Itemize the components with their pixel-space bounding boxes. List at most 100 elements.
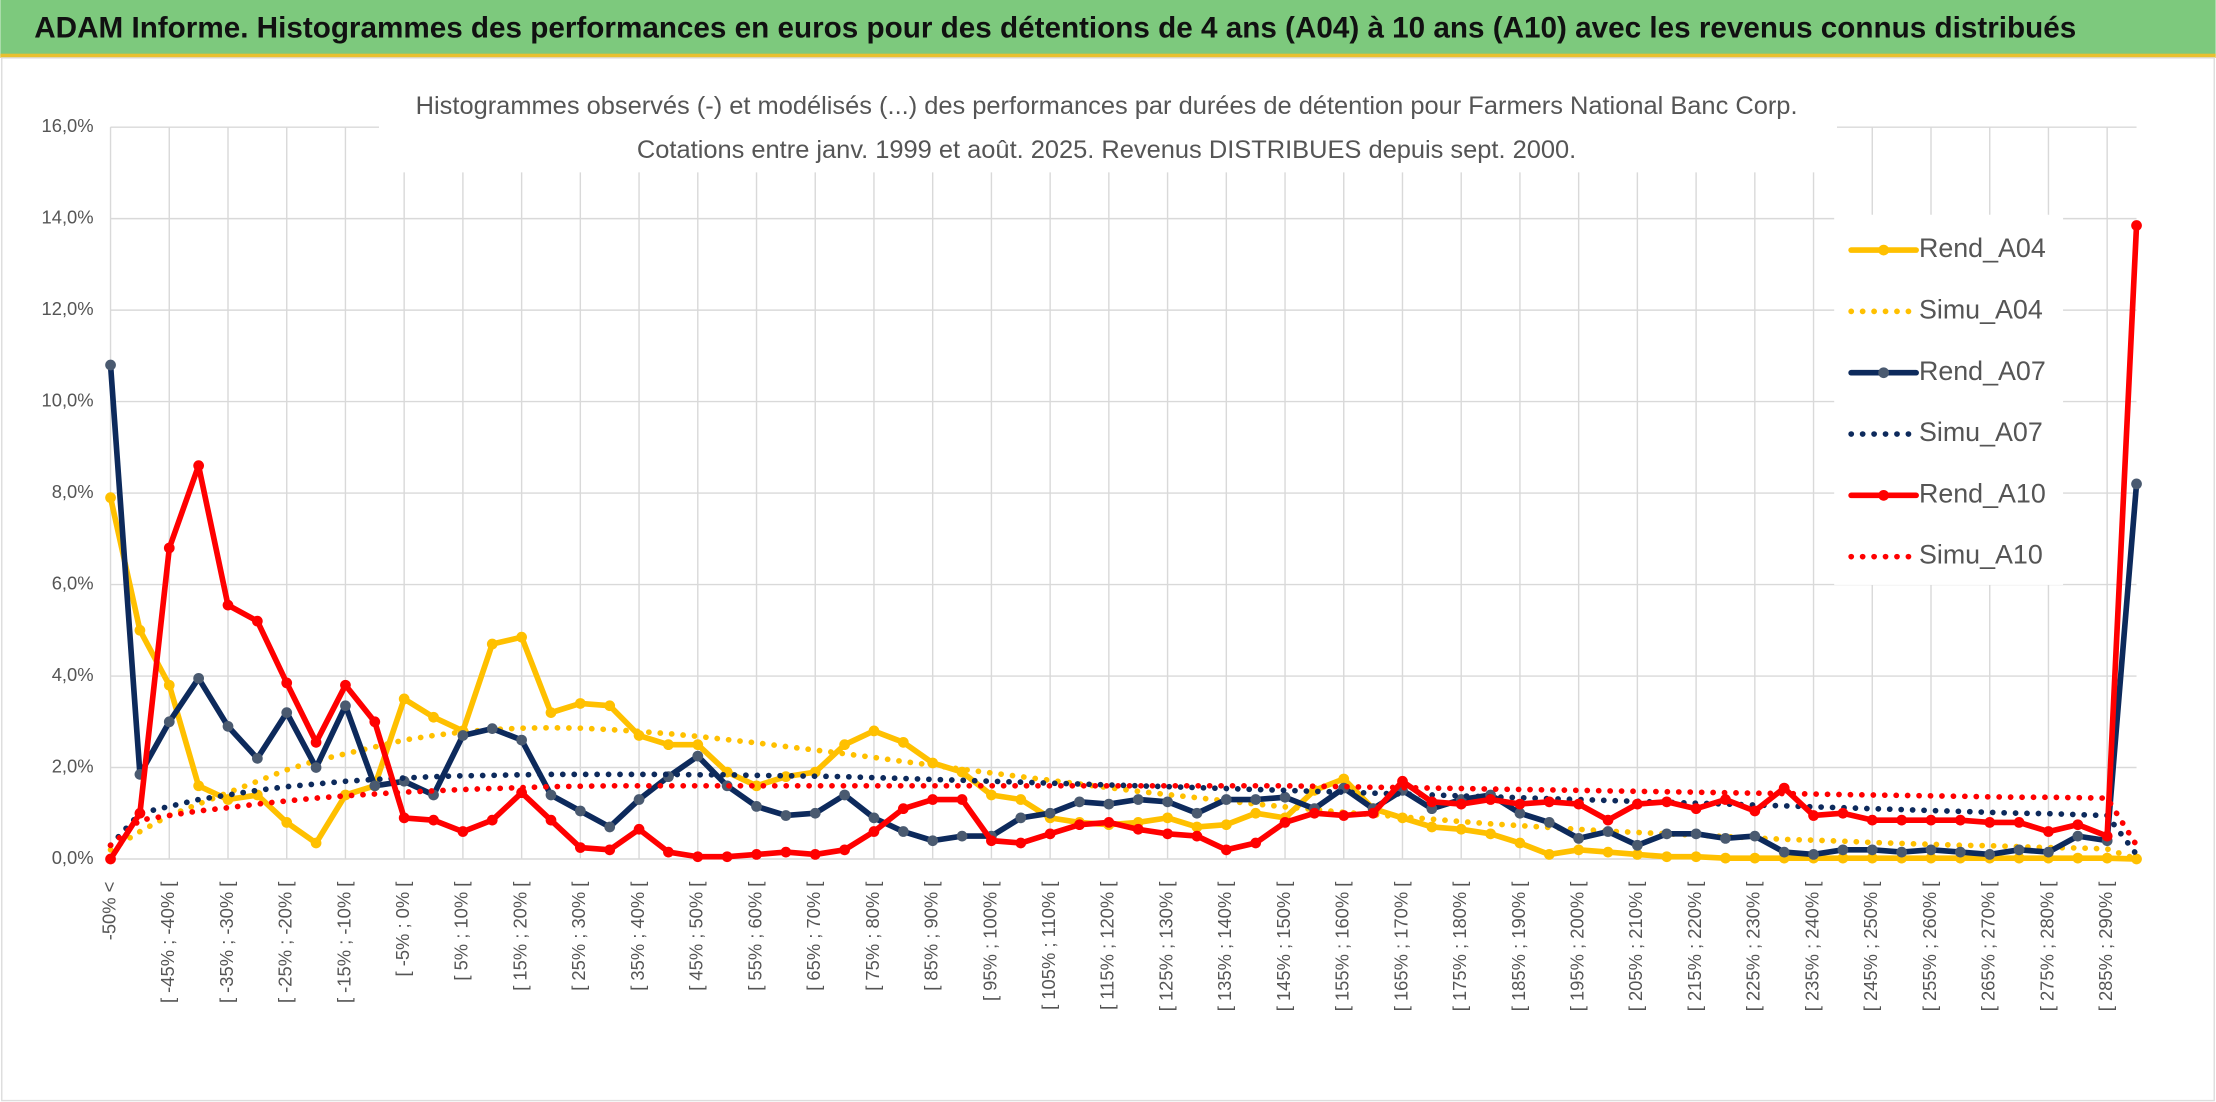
data-point	[545, 789, 557, 801]
data-point	[486, 638, 498, 650]
x-tick-label: [ 25% ; 30% [	[568, 882, 589, 991]
data-point	[809, 807, 821, 819]
data-point	[545, 707, 557, 718]
data-point	[163, 679, 175, 691]
data-point	[1954, 846, 1966, 858]
data-point	[574, 698, 586, 709]
data-point	[751, 849, 762, 860]
data-point	[105, 853, 116, 865]
data-point	[1132, 823, 1144, 835]
data-point	[1485, 794, 1496, 805]
data-point	[1690, 851, 1702, 863]
y-tick-label: 2,0%	[52, 755, 94, 776]
data-point	[163, 542, 175, 554]
data-point	[692, 739, 704, 751]
data-point	[2043, 846, 2054, 858]
data-point	[1866, 852, 1878, 864]
data-point	[1397, 775, 1408, 787]
data-point	[1162, 812, 1173, 824]
data-point	[105, 359, 116, 371]
data-point	[1925, 852, 1937, 864]
data-point	[839, 789, 850, 801]
data-point	[1984, 817, 1996, 828]
x-tick-label: [ 255% ; 260% [	[1919, 882, 1940, 1012]
data-point	[1044, 828, 1056, 840]
data-point	[1367, 807, 1379, 819]
data-point	[868, 725, 880, 737]
data-point	[1220, 844, 1232, 856]
data-point	[2101, 830, 2113, 842]
legend-box	[1834, 214, 2064, 585]
x-tick-label: [ 65% ; 70% [	[803, 882, 824, 991]
data-point	[1690, 803, 1702, 815]
data-point	[897, 826, 909, 837]
data-point	[1602, 814, 1614, 826]
data-point	[839, 844, 850, 856]
data-point	[1279, 791, 1291, 803]
data-point	[1984, 849, 1996, 860]
y-tick-label: 16,0%	[42, 115, 94, 136]
data-point	[1250, 794, 1262, 805]
data-point	[134, 624, 146, 636]
chart-frame	[1, 57, 2215, 1102]
data-point	[1514, 798, 1526, 810]
data-point	[956, 794, 968, 805]
data-point	[692, 750, 704, 762]
y-tick-label: 10,0%	[42, 389, 94, 410]
data-point	[1074, 796, 1085, 808]
data-point	[516, 734, 527, 746]
data-point	[1925, 844, 1937, 856]
data-point	[2101, 852, 2113, 864]
data-point	[310, 837, 322, 849]
data-point	[251, 615, 263, 627]
data-point	[1896, 846, 1908, 858]
data-point	[1602, 826, 1614, 837]
legend-label: Rend_A10	[1919, 478, 2046, 508]
legend-marker	[1878, 367, 1890, 379]
x-tick-label: [ 55% ; 60% [	[744, 882, 765, 991]
data-point	[1720, 794, 1731, 805]
x-tick-label: [ 175% ; 180% [	[1449, 882, 1470, 1012]
data-point	[1720, 833, 1731, 844]
x-tick-label: [ 235% ; 240% [	[1801, 882, 1822, 1012]
data-point	[1543, 849, 1555, 860]
grid: 0,0% 2,0% 4,0% 6,0% 8,0% 10,0% 12,0% 14,0% 16,0%…	[42, 115, 2137, 1011]
series-line	[107, 362, 2140, 858]
data-point	[2013, 817, 2025, 828]
x-tick-label: [ 245% ; 250% [	[1860, 882, 1881, 1012]
data-point	[1338, 773, 1350, 785]
data-point	[428, 814, 439, 826]
x-tick-label: -50% <	[98, 882, 119, 941]
x-tick-label: [ 285% ; 290% [	[2095, 882, 2116, 1012]
data-point	[1044, 807, 1056, 819]
data-point	[751, 801, 762, 812]
data-point	[986, 835, 997, 847]
data-point	[780, 771, 792, 783]
data-point	[251, 752, 263, 764]
series	[105, 220, 2142, 865]
legend-label: Rend_A04	[1919, 233, 2046, 263]
data-point	[1103, 798, 1115, 810]
legend-label: Simu_A07	[1919, 417, 2043, 447]
data-point	[1837, 852, 1849, 864]
header-rule	[0, 53, 2216, 58]
data-point	[574, 805, 586, 817]
data-point	[369, 716, 381, 728]
data-point	[1573, 798, 1585, 810]
data-point	[1808, 849, 1819, 860]
data-point	[986, 789, 997, 801]
data-point	[809, 849, 821, 860]
x-tick-label: [ 205% ; 210% [	[1625, 882, 1646, 1012]
data-point	[2131, 478, 2142, 490]
data-point	[663, 739, 674, 751]
x-tick-label: [ -15% ; -10% [	[333, 882, 354, 1003]
x-tick-label: [ 5% ; 10% [	[451, 882, 472, 981]
data-point	[1837, 844, 1849, 856]
data-point	[927, 835, 939, 847]
data-point	[721, 851, 733, 863]
data-point	[2072, 852, 2084, 864]
data-point	[751, 780, 762, 792]
x-tick-label: [ 95% ; 100% [	[979, 882, 1000, 1001]
data-point	[1896, 814, 1908, 826]
data-point	[1602, 846, 1614, 858]
